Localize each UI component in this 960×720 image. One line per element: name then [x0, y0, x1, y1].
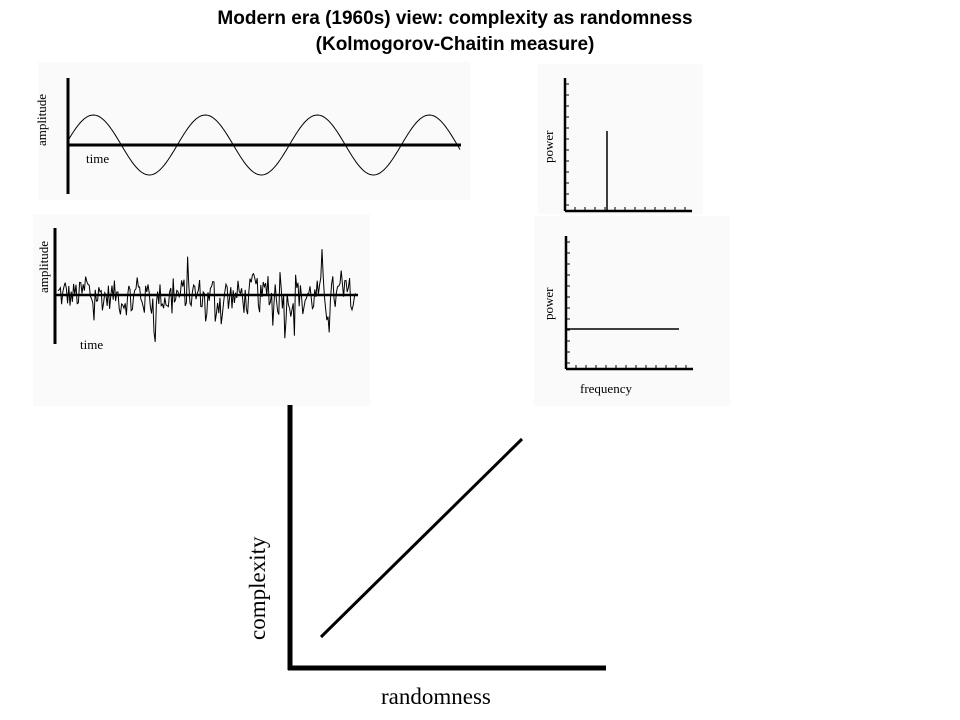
sine-wave-curve [67, 114, 461, 176]
sine-time-label: time [86, 151, 109, 166]
slide-title-line2: (Kolmogorov-Chaitin measure) [315, 34, 595, 55]
noise-spectrum-panel: power frequency [534, 216, 730, 406]
noise-wave-background [33, 214, 370, 406]
sine-spectrum-panel: power [538, 64, 703, 214]
randomness-axis-label: randomness [381, 684, 491, 709]
sine-amplitude-label: amplitude [34, 94, 49, 146]
sine-spectrum-background [538, 64, 703, 214]
complexity-plot: complexity randomness [245, 405, 606, 709]
sine-power-label: power [541, 130, 556, 163]
noise-wave-panel: amplitude time [33, 214, 370, 406]
noise-spectrum-ticks [566, 241, 687, 369]
noise-time-label: time [80, 337, 103, 352]
sine-wave-background [38, 62, 470, 200]
noise-amplitude-label: amplitude [36, 241, 51, 293]
slide-title: Modern era (1960s) view: complexity as r… [0, 6, 910, 58]
complexity-axis-label: complexity [245, 536, 270, 640]
noise-wave-curve [57, 249, 357, 342]
noise-power-label: power [541, 287, 556, 320]
complexity-trend-line [319, 437, 524, 639]
slide-title-line1: Modern era (1960s) view: complexity as r… [217, 8, 693, 29]
noise-spectrum-background [534, 216, 730, 406]
noise-frequency-label: frequency [580, 381, 632, 396]
sine-wave-panel: amplitude time [34, 62, 470, 200]
sine-spectrum-ticks [565, 83, 686, 211]
